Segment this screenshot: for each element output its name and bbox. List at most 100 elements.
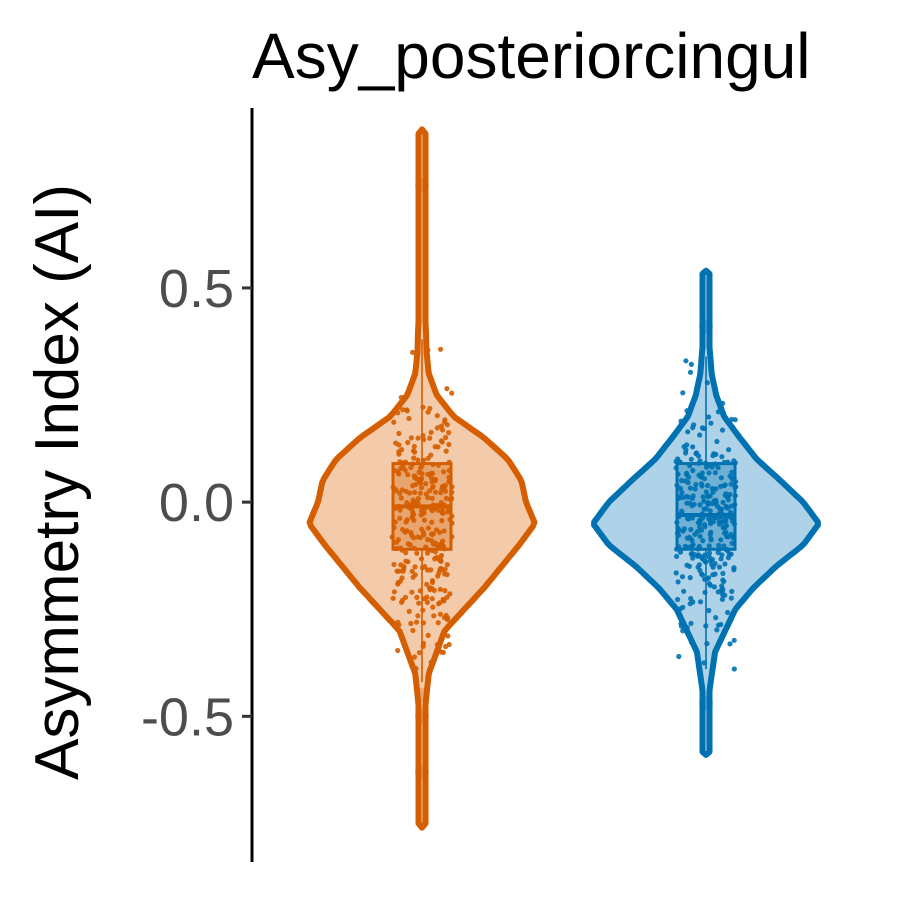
data-point [729, 540, 735, 546]
data-point [429, 519, 435, 525]
data-point [714, 438, 720, 445]
data-point [396, 622, 402, 628]
data-point [686, 474, 692, 480]
data-point [692, 531, 698, 538]
data-point [715, 549, 721, 556]
data-point [428, 475, 434, 481]
data-point [729, 469, 735, 475]
data-point [680, 628, 686, 634]
data-point [437, 567, 443, 573]
data-point [424, 599, 430, 606]
data-point [723, 529, 729, 535]
data-point [718, 556, 724, 562]
data-point [722, 561, 728, 567]
data-point [390, 595, 396, 601]
data-point [707, 508, 713, 514]
data-point [719, 519, 725, 525]
data-point [685, 429, 691, 435]
data-point [437, 586, 443, 592]
data-point [677, 485, 684, 492]
data-point [726, 447, 732, 453]
data-point [706, 470, 712, 476]
data-point [702, 476, 708, 482]
data-point [691, 422, 697, 428]
data-point [719, 587, 725, 593]
data-point [719, 506, 725, 512]
data-point [439, 427, 446, 433]
data-point [400, 568, 406, 574]
data-point [408, 620, 414, 627]
data-point [403, 550, 409, 556]
data-point [428, 659, 434, 665]
data-point [409, 568, 415, 574]
data-point [691, 501, 697, 507]
data-point [712, 571, 718, 577]
data-point [731, 666, 737, 672]
data-point [408, 435, 414, 441]
data-point [444, 386, 450, 392]
data-point [431, 613, 437, 619]
data-point [425, 354, 431, 360]
data-point [425, 471, 431, 477]
data-point [690, 542, 696, 548]
data-point [706, 550, 713, 556]
data-point [729, 588, 735, 595]
data-point [719, 552, 725, 558]
data-point [414, 550, 420, 556]
data-point [416, 600, 422, 606]
data-point [406, 608, 412, 615]
data-point [690, 444, 696, 450]
data-point [721, 543, 727, 549]
data-point [429, 578, 435, 584]
data-point [700, 494, 706, 500]
data-point [397, 507, 403, 513]
data-point [707, 518, 714, 525]
data-point [396, 442, 402, 448]
data-point [439, 518, 445, 524]
data-point [721, 483, 727, 489]
data-point [701, 498, 707, 504]
data-point [441, 528, 447, 534]
data-point [678, 623, 685, 629]
data-point [421, 517, 427, 523]
data-point [720, 400, 726, 406]
data-point [429, 479, 435, 485]
data-point [713, 451, 719, 457]
data-point [427, 488, 433, 494]
data-point [415, 534, 421, 540]
data-point [411, 654, 418, 660]
data-point [696, 543, 703, 549]
data-point [725, 609, 731, 616]
data-point [697, 432, 703, 438]
data-point [413, 666, 419, 672]
data-point [705, 482, 711, 489]
data-point [405, 439, 411, 446]
data-point [418, 475, 424, 482]
data-point [435, 620, 441, 626]
outlier-point [415, 765, 429, 780]
data-point [680, 604, 686, 610]
data-point [715, 465, 721, 471]
y-axis-ticks: 0.5 0.0 -0.5 [141, 259, 252, 747]
data-point [724, 493, 730, 499]
data-point [689, 495, 695, 502]
data-point [441, 598, 447, 604]
data-point [709, 556, 716, 563]
data-point [429, 470, 436, 476]
outlier-point [699, 696, 713, 711]
data-point [415, 613, 421, 619]
data-point [688, 620, 694, 627]
violin-group [306, 126, 538, 831]
data-point [435, 573, 441, 579]
data-point [429, 596, 435, 602]
data-point [712, 561, 718, 567]
data-point [674, 553, 680, 560]
data-point [396, 490, 403, 496]
data-point [681, 588, 687, 594]
data-point [430, 604, 436, 610]
data-point [715, 409, 722, 415]
data-point [728, 481, 734, 487]
data-point [431, 587, 437, 594]
data-point [438, 346, 444, 352]
data-point [684, 408, 690, 414]
